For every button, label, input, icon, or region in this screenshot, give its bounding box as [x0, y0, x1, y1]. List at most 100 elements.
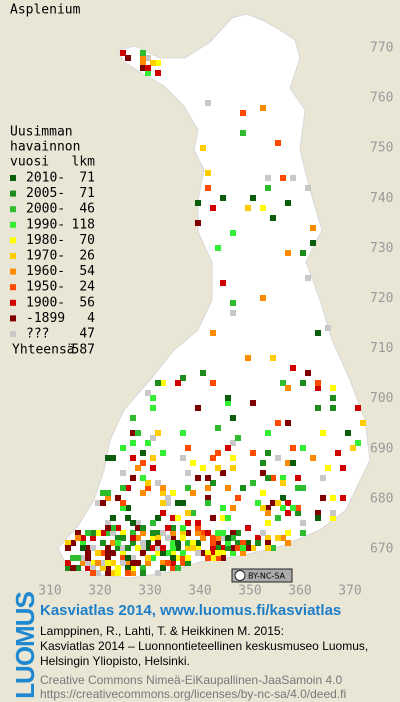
- legend-heading: Uusimman: [10, 125, 73, 140]
- observation-square: [85, 550, 91, 556]
- observation-square: [185, 510, 191, 516]
- observation-square: [115, 535, 121, 541]
- observation-square: [250, 450, 256, 456]
- observation-square: [240, 130, 246, 136]
- observation-square: [180, 555, 186, 561]
- observation-square: [230, 230, 236, 236]
- observation-square: [285, 200, 291, 206]
- observation-square: [290, 365, 296, 371]
- observation-square: [245, 540, 251, 546]
- observation-square: [65, 565, 71, 571]
- observation-square: [125, 545, 131, 551]
- legend-count: 118: [72, 217, 95, 232]
- observation-square: [160, 565, 166, 571]
- observation-square: [75, 530, 81, 536]
- observation-square: [230, 440, 236, 446]
- observation-square: [120, 50, 126, 56]
- observation-square: [140, 530, 146, 536]
- observation-square: [295, 510, 301, 516]
- observation-square: [75, 555, 81, 561]
- observation-square: [205, 185, 211, 191]
- observation-square: [210, 455, 216, 461]
- legend-count: 56: [79, 295, 95, 310]
- observation-square: [280, 505, 286, 511]
- observation-square: [260, 505, 266, 511]
- observation-square: [305, 185, 311, 191]
- observation-square: [180, 550, 186, 556]
- observation-square: [130, 540, 136, 546]
- observation-square: [170, 515, 176, 521]
- legend-label: ???: [26, 327, 49, 342]
- observation-square: [140, 490, 146, 496]
- observation-square: [105, 550, 111, 556]
- observation-square: [90, 545, 96, 551]
- y-grid-label: 680: [370, 491, 393, 506]
- observation-square: [85, 555, 91, 561]
- observation-square: [130, 430, 136, 436]
- legend-label: 1970-: [26, 249, 65, 264]
- observation-square: [120, 535, 126, 541]
- observation-square: [140, 545, 146, 551]
- observation-squares: [65, 50, 366, 576]
- observation-square: [130, 475, 136, 481]
- observation-square: [270, 215, 276, 221]
- observation-square: [165, 525, 171, 531]
- observation-square: [300, 445, 306, 451]
- observation-square: [290, 460, 296, 466]
- observation-square: [80, 535, 86, 541]
- observation-square: [155, 535, 161, 541]
- observation-square: [185, 555, 191, 561]
- observation-square: [250, 195, 256, 201]
- observation-square: [135, 535, 141, 541]
- observation-square: [130, 455, 136, 461]
- observation-square: [145, 65, 151, 71]
- legend-swatch: [10, 268, 16, 275]
- observation-square: [75, 565, 81, 571]
- observation-square: [140, 475, 146, 481]
- observation-square: [340, 495, 346, 501]
- observation-square: [230, 455, 236, 461]
- observation-square: [280, 175, 286, 181]
- observation-square: [120, 500, 126, 506]
- legend-label: 1990-: [26, 217, 65, 232]
- observation-square: [290, 445, 296, 451]
- observation-square: [360, 420, 366, 426]
- badge-text: BY-NC-SA: [248, 572, 286, 581]
- observation-square: [180, 535, 186, 541]
- observation-square: [190, 510, 196, 516]
- observation-square: [140, 570, 146, 576]
- observation-square: [230, 505, 236, 511]
- observation-square: [240, 485, 246, 491]
- title: Asplenium: [10, 3, 81, 18]
- observation-square: [215, 245, 221, 251]
- observation-square: [210, 545, 216, 551]
- observation-square: [150, 520, 156, 526]
- observation-square: [330, 515, 336, 521]
- legend-count-heading: lkm: [72, 155, 96, 170]
- observation-square: [205, 550, 211, 556]
- observation-square: [105, 570, 111, 576]
- observation-square: [215, 555, 221, 561]
- observation-square: [265, 510, 271, 516]
- x-grid-label: 340: [188, 584, 211, 599]
- legend-label: 2000-: [26, 202, 65, 217]
- observation-square: [205, 500, 211, 506]
- observation-square: [155, 430, 161, 436]
- observation-square: [230, 550, 236, 556]
- observation-square: [315, 330, 321, 336]
- observation-square: [135, 430, 141, 436]
- observation-square: [120, 445, 126, 451]
- observation-square: [130, 440, 136, 446]
- observation-square: [205, 495, 211, 501]
- observation-square: [250, 400, 256, 406]
- observation-square: [210, 550, 216, 556]
- observation-square: [110, 540, 116, 546]
- observation-square: [240, 550, 246, 556]
- observation-square: [170, 545, 176, 551]
- observation-square: [180, 430, 186, 436]
- legend-swatch: [10, 190, 16, 197]
- observation-square: [100, 560, 106, 566]
- footer-title: Kasviatlas 2014, www.luomus.fi/kasviatla…: [40, 602, 342, 619]
- observation-square: [220, 535, 226, 541]
- observation-square: [295, 505, 301, 511]
